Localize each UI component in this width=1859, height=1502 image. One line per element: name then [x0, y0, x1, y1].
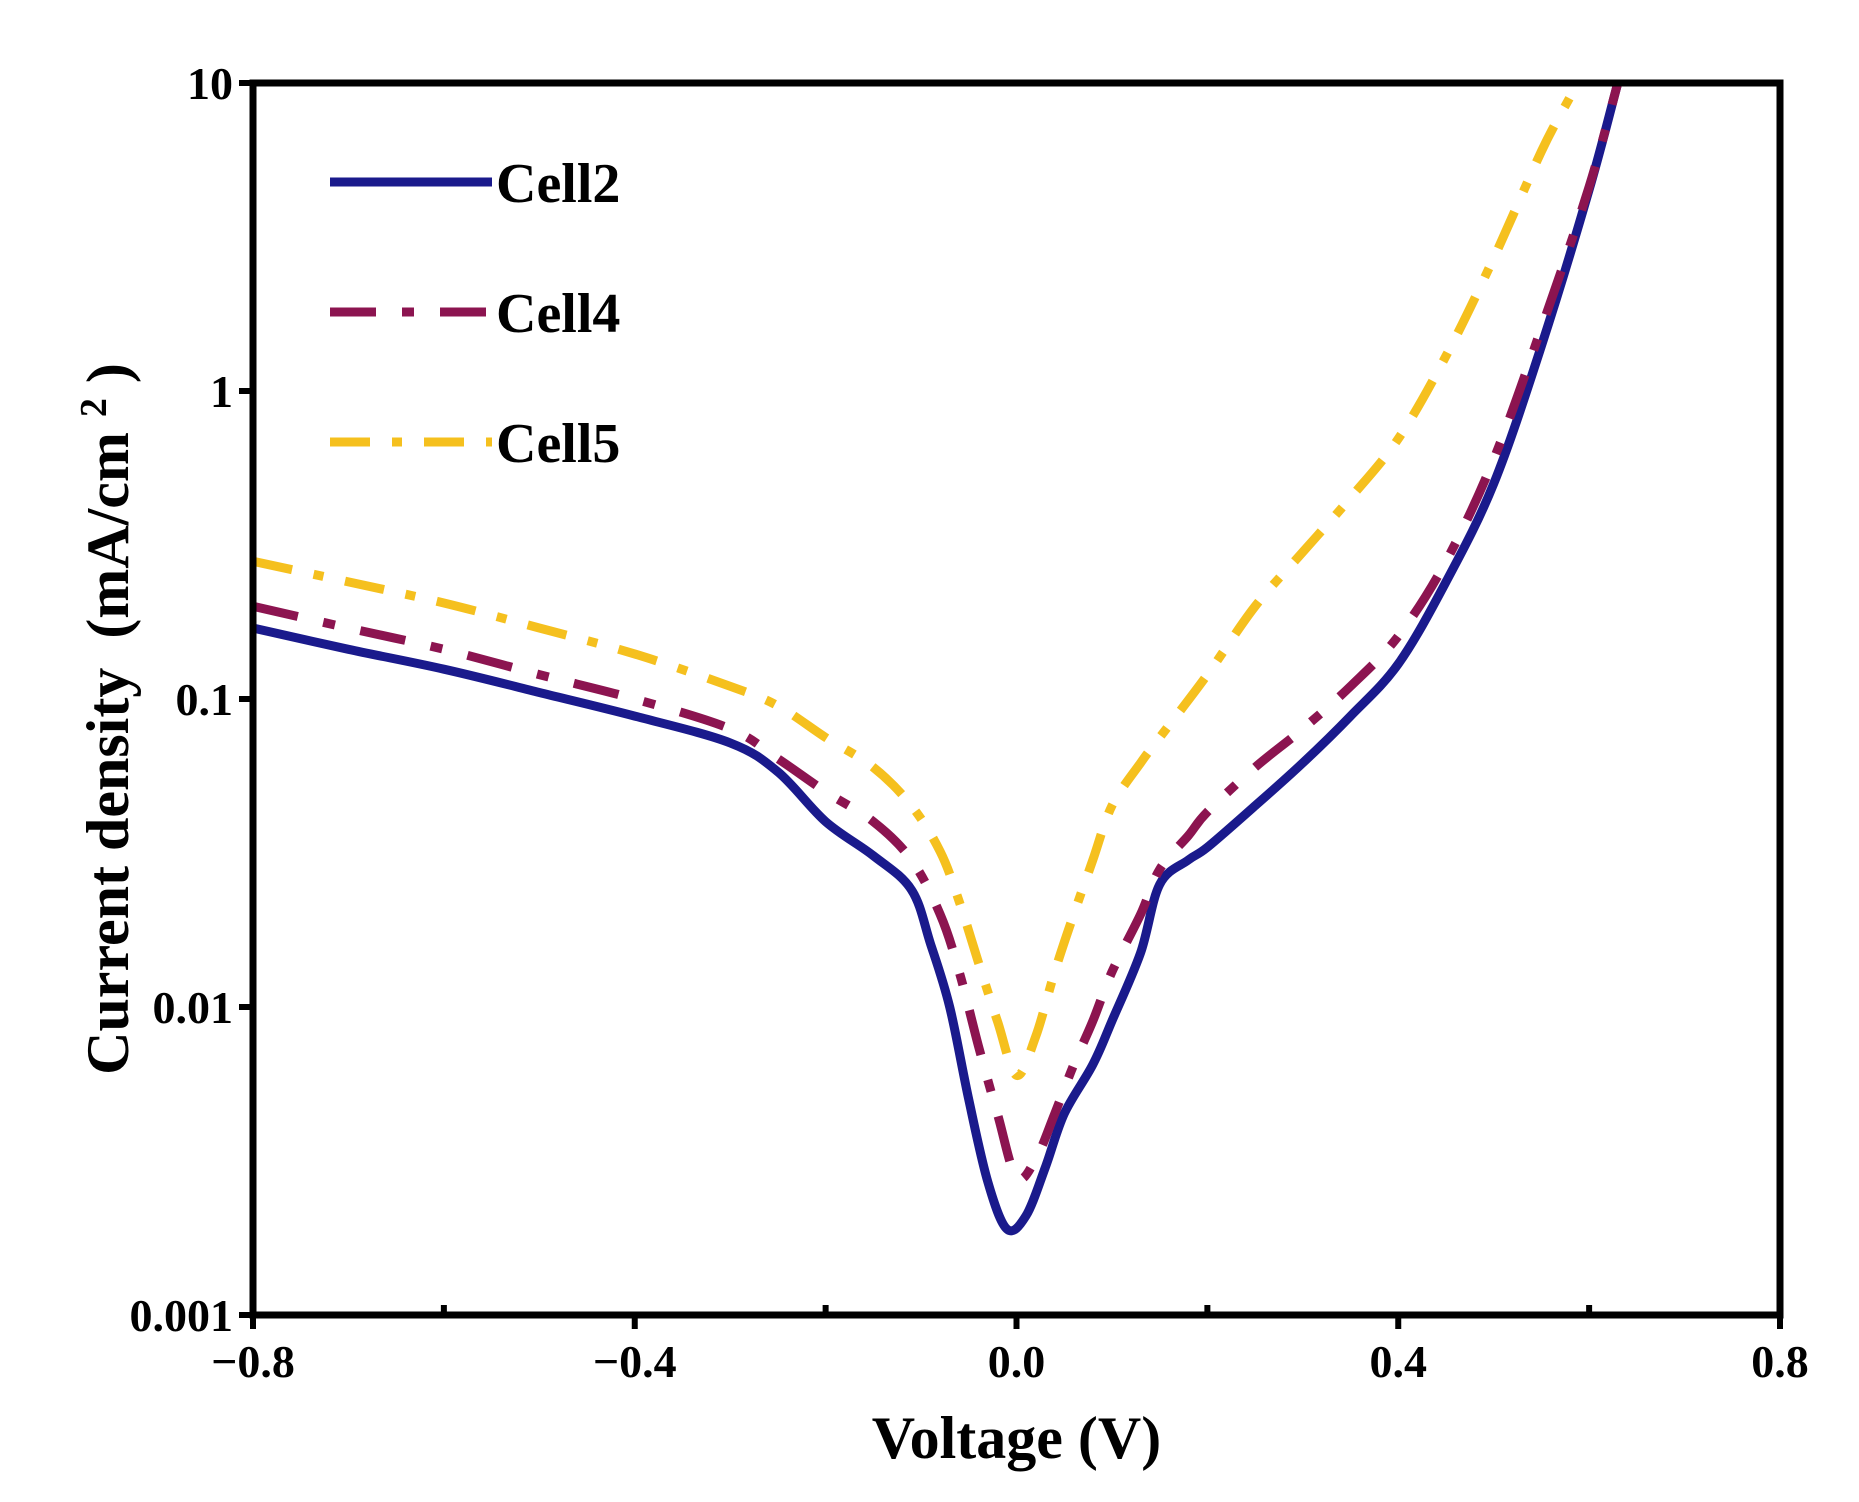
- series-line-cell4: [252, 81, 1623, 1184]
- plot-frame: [249, 79, 1784, 1319]
- ticks-layer: [239, 80, 1783, 1329]
- x-tick-label: −0.8: [211, 1336, 295, 1387]
- x-tick-label: 0.0: [988, 1336, 1046, 1387]
- legend: Cell2 Cell4 Cell5: [330, 153, 620, 475]
- x-tick-label: 0.8: [1751, 1336, 1809, 1387]
- legend-label-cell4: Cell4: [496, 283, 620, 345]
- series-line-cell2: [252, 81, 1623, 1236]
- y-tick-label: 0.001: [130, 1290, 234, 1341]
- series-line-cell5: [252, 94, 1574, 1080]
- x-tick-label: −0.4: [593, 1336, 677, 1387]
- y-axis-title-main: Current density: [75, 668, 141, 1075]
- x-tick-label: 0.4: [1370, 1336, 1428, 1387]
- x-axis-title: Voltage (V): [872, 1405, 1161, 1471]
- y-axis-title-close: ): [75, 363, 141, 383]
- legend-label-cell5: Cell5: [496, 413, 620, 475]
- y-axis-title-sup: 2: [73, 398, 115, 417]
- legend-label-cell2: Cell2: [496, 153, 620, 215]
- series-layer: [252, 81, 1623, 1236]
- y-tick-label: 1: [210, 366, 233, 417]
- y-tick-label: 0.1: [176, 674, 234, 725]
- y-tick-label: 10: [187, 58, 233, 109]
- tick-labels-layer: −0.8 −0.4 0.0 0.4 0.8 0.001 0.01 0.1 1 10: [130, 58, 1809, 1387]
- y-axis-title-unit: (mA/cm: [75, 432, 141, 639]
- y-axis-title: Current density (mA/cm 2 ): [53, 363, 141, 1075]
- y-tick-label: 0.01: [153, 982, 234, 1033]
